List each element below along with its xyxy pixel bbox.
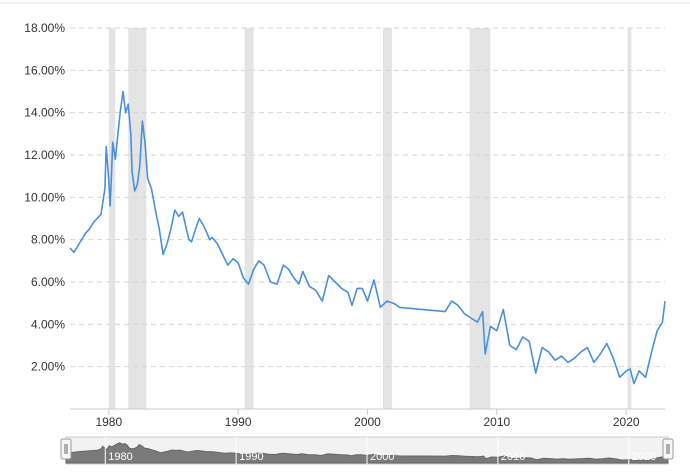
y-tick-label: 8.00% bbox=[31, 233, 65, 247]
y-tick-label: 18.00% bbox=[24, 21, 65, 35]
x-axis: 1980 1990 2000 2010 2020 bbox=[70, 408, 665, 429]
recession-band-4 bbox=[469, 28, 491, 409]
navigator-series-area bbox=[65, 442, 669, 464]
navigator-tick-label: 2010 bbox=[501, 451, 525, 463]
recession-band-3 bbox=[383, 28, 393, 409]
gridlines bbox=[70, 27, 665, 368]
y-tick-label: 12.00% bbox=[24, 148, 65, 162]
y-axis: 2.00% 4.00% 6.00% 8.00% 10.00% 12.00% 14.00% 16… bbox=[24, 21, 65, 374]
x-tick-label: 1980 bbox=[95, 415, 122, 429]
y-tick-label: 6.00% bbox=[31, 275, 65, 289]
x-tick-label: 2010 bbox=[483, 415, 510, 429]
y-tick-label: 4.00% bbox=[31, 317, 65, 331]
grip-handle-icon[interactable] bbox=[662, 438, 674, 460]
navigator-handle-left[interactable] bbox=[60, 438, 72, 460]
navigator-handle-right[interactable] bbox=[662, 438, 674, 460]
y-tick-label: 2.00% bbox=[31, 360, 65, 374]
recession-band-2 bbox=[244, 28, 254, 409]
recession-band-1 bbox=[128, 28, 147, 409]
navigator-tick-label: 1980 bbox=[108, 451, 132, 463]
series-line-0 bbox=[69, 90, 666, 385]
x-tick-label: 2000 bbox=[354, 415, 381, 429]
series-layer bbox=[69, 90, 666, 385]
y-tick-label: 16.00% bbox=[24, 63, 65, 77]
recession-band-5 bbox=[627, 28, 632, 409]
navigator-tick-label: 1990 bbox=[239, 451, 263, 463]
range-navigator[interactable]: 1980 1990 2000 2010 2020 bbox=[60, 436, 674, 465]
recession-bands bbox=[108, 28, 632, 409]
x-tick-label: 2020 bbox=[613, 415, 640, 429]
x-tick-label: 1990 bbox=[225, 415, 252, 429]
grip-handle-icon[interactable] bbox=[60, 438, 72, 460]
y-tick-label: 10.00% bbox=[24, 190, 65, 204]
recession-band-0 bbox=[108, 28, 116, 409]
y-tick-label: 14.00% bbox=[24, 106, 65, 120]
navigator-tick-label: 2000 bbox=[370, 451, 394, 463]
navigator-tick-label: 2020 bbox=[632, 451, 656, 463]
